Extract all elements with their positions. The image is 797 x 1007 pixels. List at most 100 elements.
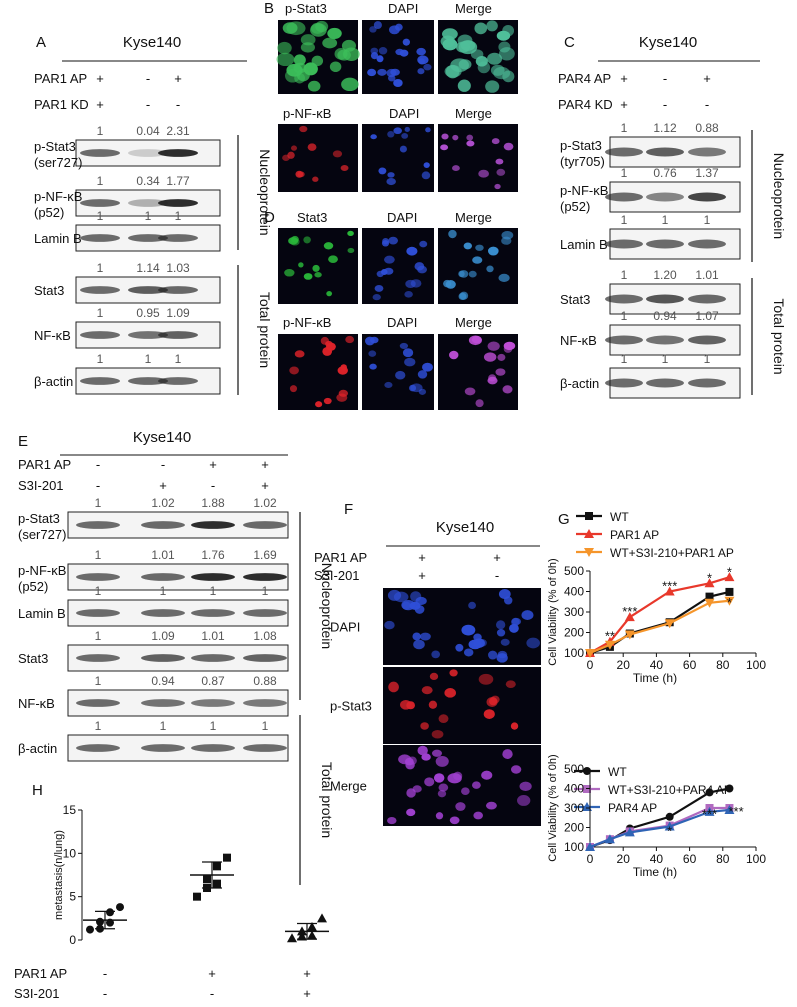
panel-a-band — [80, 149, 120, 157]
panel-d-dapi-image-cell — [404, 291, 413, 298]
panel-e-band — [76, 573, 120, 581]
chart-g-bottom-series-point — [624, 827, 635, 837]
panel-a-density-value: 1 — [97, 209, 104, 223]
panel-e-density-value: 1.09 — [151, 629, 175, 643]
panel-d-stat3-image-cell — [347, 230, 354, 236]
panel-b-merge-image-cell — [458, 59, 472, 70]
chart-g-top-series-point — [705, 592, 714, 601]
panel-f-image-dapi-cell — [473, 633, 482, 641]
panel-c-band-core — [646, 192, 684, 202]
panel-letter-h: H — [32, 782, 43, 799]
panel-a-band — [128, 234, 168, 242]
panel-c-condition-mark: - — [663, 71, 667, 86]
panel-c-band — [688, 335, 726, 345]
panel-a-blot-label: Stat3 — [34, 283, 64, 298]
panel-d-pnfkb-image-cell — [325, 340, 333, 347]
panel-c-condition-label: PAR4 AP — [558, 71, 611, 86]
panel-f-image-merge-cell — [433, 773, 445, 783]
chart-g-top-significance: * — [707, 570, 712, 585]
panel-a-band-core — [158, 234, 198, 242]
panel-c-condition-mark: + — [620, 97, 628, 112]
panel-c-band — [605, 335, 643, 345]
panel-c-blot-label: (p52) — [560, 199, 590, 214]
panel-e-band-core — [243, 609, 287, 617]
panel-b-merge2-image-cell — [478, 169, 489, 178]
panel-a-band-core — [158, 286, 198, 294]
panel-b-dapi-image-cell — [386, 68, 397, 78]
panel-c-density-value: 1 — [704, 213, 711, 227]
panel-e-blot-label: β-actin — [18, 741, 57, 756]
panel-d-label: p-NF-κB — [283, 315, 331, 330]
panel-c-blot-label: Stat3 — [560, 292, 590, 307]
panel-d-pnfkb-image-cell — [289, 366, 299, 375]
panel-a-band-core — [128, 286, 168, 294]
panel-d-merge2-image-cell — [495, 368, 506, 376]
panel-c-blot-label: p-Stat3 — [560, 138, 602, 153]
chart-h-condition-mark: + — [208, 966, 216, 981]
chart-g-bottom-series-point — [665, 812, 674, 821]
chart-h-y-tick-label: 0 — [69, 933, 76, 947]
panel-a-density-value: 1.14 — [136, 261, 160, 275]
panel-c-band-core — [646, 378, 684, 388]
panel-e-density-value: 1 — [210, 584, 217, 598]
chart-g-bottom-series-point — [664, 821, 675, 831]
panel-d-dapi2-image-cell — [418, 388, 427, 395]
panel-d-stat3-image — [278, 228, 358, 304]
panel-e-density-value: 1 — [95, 584, 102, 598]
panel-c-band — [646, 192, 684, 202]
panel-c-band — [688, 378, 726, 388]
panel-a-condition-mark: - — [146, 71, 150, 86]
panel-f-image-dapi-cell — [497, 650, 508, 659]
panel-c-density-value: 1.07 — [695, 309, 719, 323]
panel-c-condition-mark: - — [705, 97, 709, 112]
panel-b-pstat3-image-cell — [310, 22, 325, 34]
panel-b-dapi-image-cell — [369, 26, 377, 33]
panel-e-band-core — [141, 699, 185, 707]
panel-b-dapi2-image — [362, 124, 434, 192]
panel-d-stat3-image-cell — [328, 255, 338, 263]
chart-g-top-series-point — [704, 598, 715, 608]
panel-e-density-value: 1 — [95, 719, 102, 733]
panel-c-condition-mark: - — [663, 97, 667, 112]
panel-e-band-core — [76, 654, 120, 662]
panel-b-dapi2-image-cell — [399, 145, 407, 153]
panel-a-band-core — [80, 377, 120, 385]
panel-d-pnfkb-image-cell — [322, 346, 333, 356]
panel-letter-g: G — [558, 511, 570, 528]
panel-c-band-core — [605, 294, 643, 304]
panel-f-row-label: DAPI — [330, 620, 360, 635]
panel-e-nucleoprotein-label: Nucleoprotein — [319, 563, 335, 649]
panel-a-condition-mark: - — [176, 97, 180, 112]
chart-g-top-x-tick-label: 80 — [716, 658, 730, 672]
panel-a-density-value: 1 — [97, 124, 104, 138]
panel-f-image-p-stat3-cell — [483, 709, 495, 719]
panel-c-band — [688, 239, 726, 249]
panel-f-image-merge-cell — [455, 802, 466, 811]
chart-g-top-series-point — [624, 612, 635, 622]
panel-e-blot-label: Lamin B — [18, 606, 66, 621]
panel-d-dapi-image — [362, 228, 434, 304]
panel-c-condition-mark: + — [703, 71, 711, 86]
panel-f-image-merge-cell — [435, 755, 449, 767]
panel-b-pstat3-image-cell — [307, 80, 321, 92]
panel-e-density-value: 0.88 — [253, 674, 277, 688]
panel-b-pstat3-image-cell — [300, 42, 315, 53]
panel-e-density-value: 1 — [95, 674, 102, 688]
panel-b-dapi2-image-cell — [425, 127, 431, 133]
panel-c-band — [605, 147, 643, 157]
chart-g-top-ylabel: Cell Viability (% of 0h) — [547, 558, 559, 665]
chart-g-top-x-tick-label: 60 — [683, 658, 697, 672]
panel-e-band — [191, 521, 235, 529]
panel-d-dapi-image-cell — [384, 255, 395, 264]
panel-d-stat3-image-cell — [298, 262, 304, 268]
panel-c-band-core — [605, 192, 643, 202]
chart-h-point — [116, 903, 124, 912]
panel-d-dapi-image-cell — [406, 246, 418, 256]
panel-b-merge-image-cell — [457, 79, 471, 92]
panel-f-image-merge-cell — [406, 808, 416, 817]
panel-e-density-value: 1.76 — [201, 548, 225, 562]
panel-d-merge2-image-cell — [475, 399, 484, 408]
chart-h-point — [307, 922, 317, 931]
panel-e-band — [243, 654, 287, 662]
chart-g-top-series-point — [624, 630, 635, 640]
